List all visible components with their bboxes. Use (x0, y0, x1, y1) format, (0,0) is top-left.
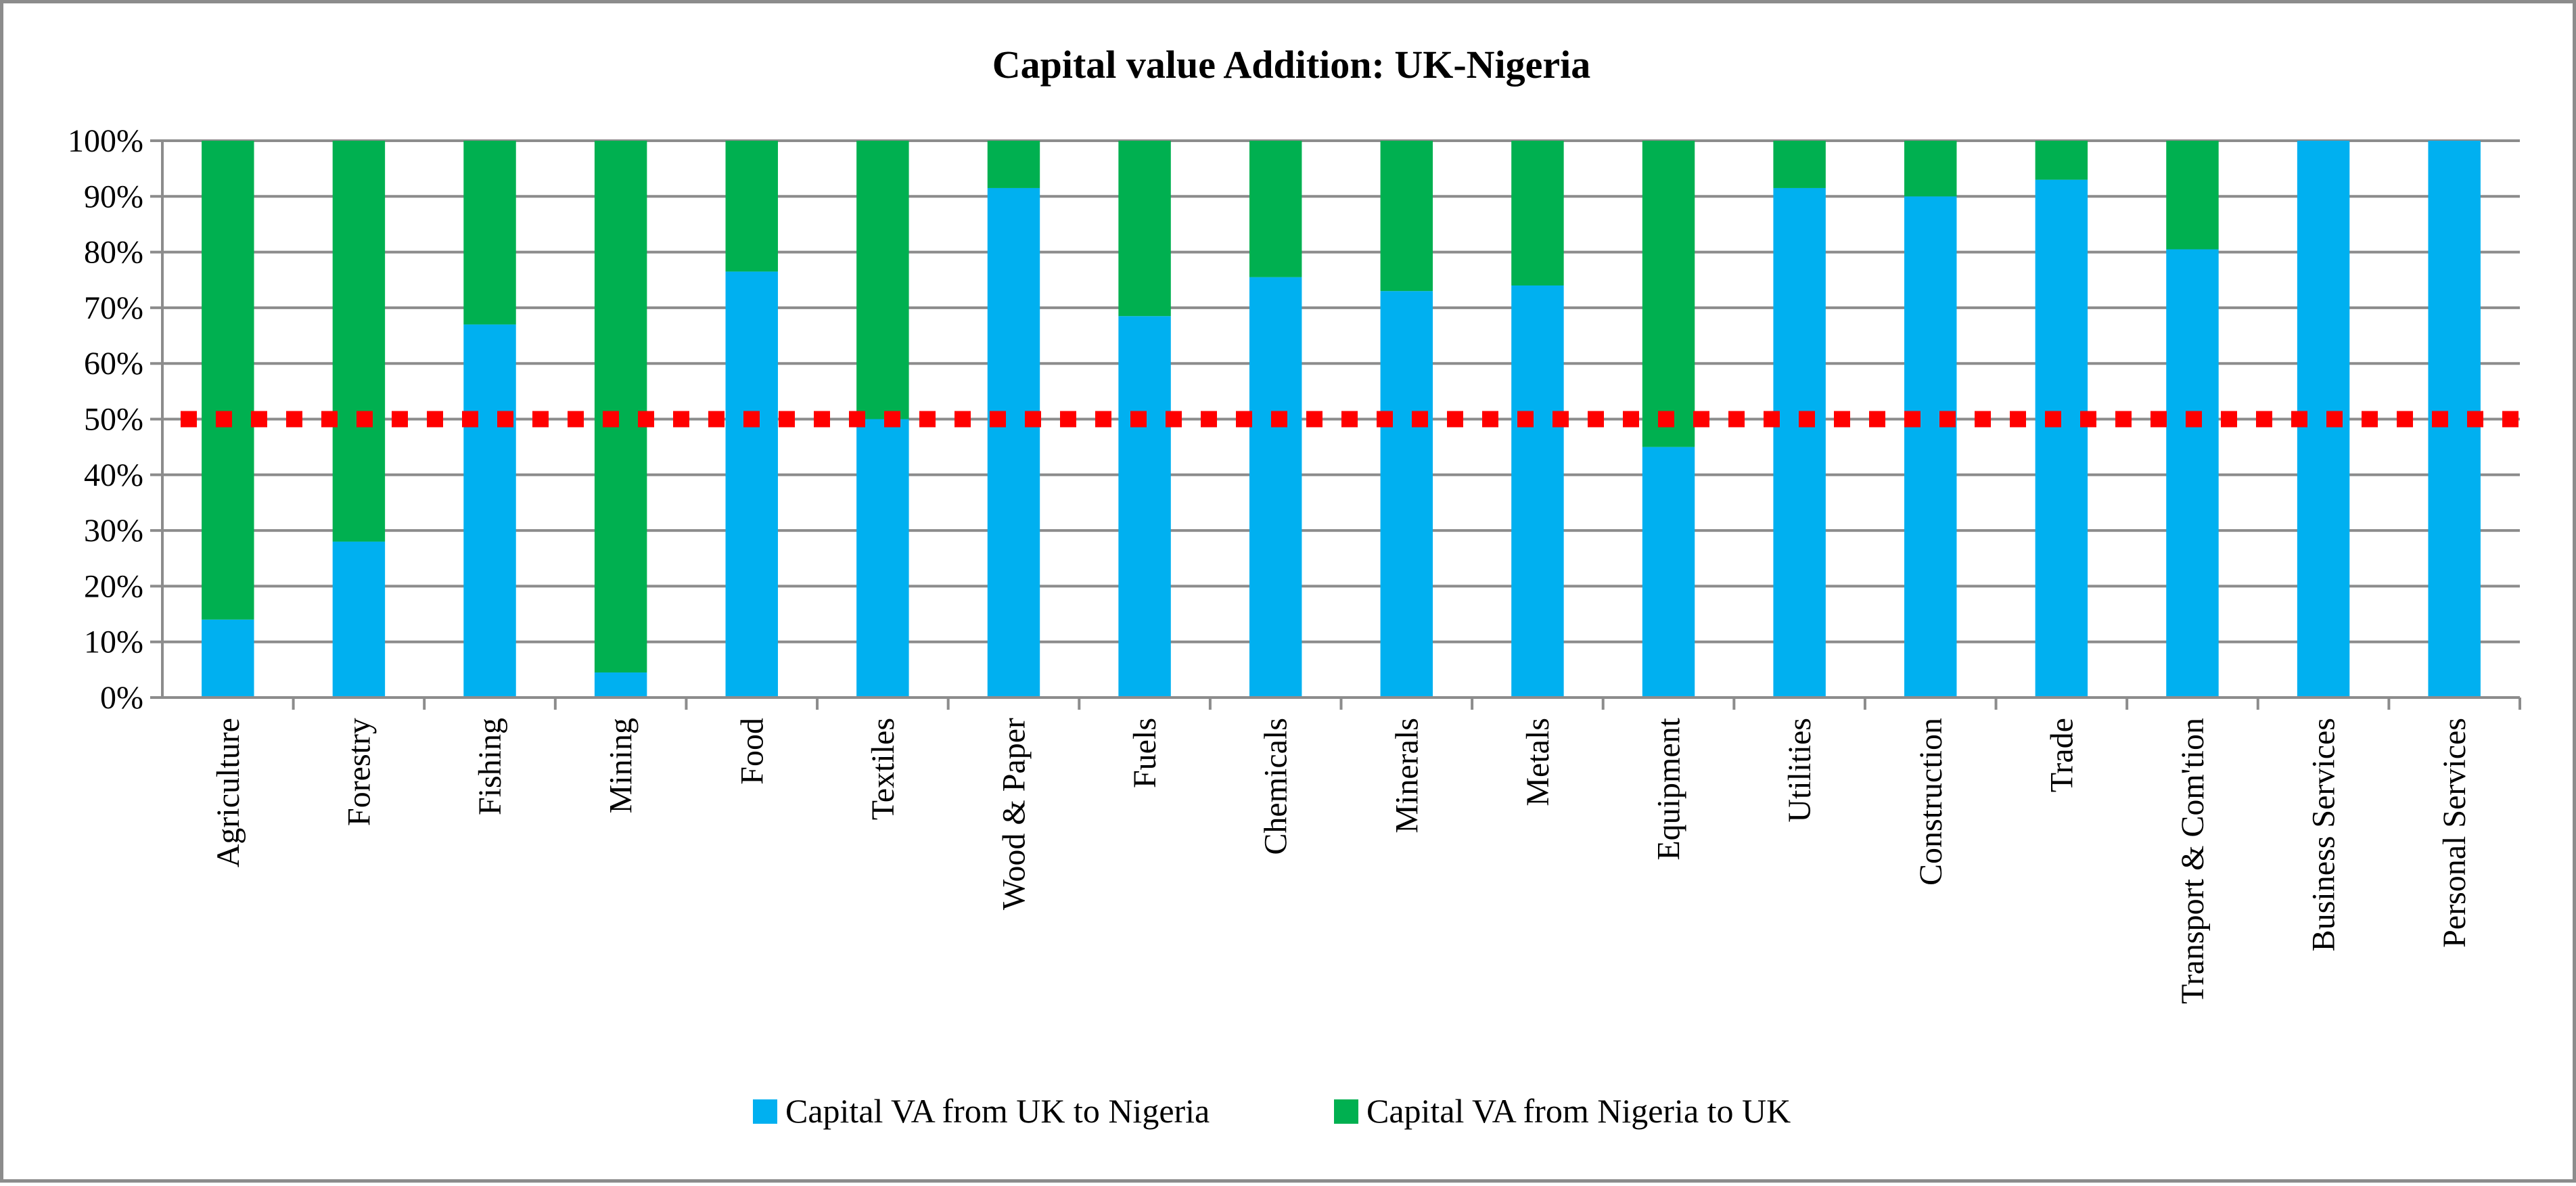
bar-nigeria-to-uk (594, 141, 647, 672)
axes: 0% 10% 20% 30% 40% 50% 60% 70% 80% 90% 100% Agricul… (68, 123, 2521, 1004)
x-tick-label: Wood & Paper (996, 718, 1032, 910)
legend-label: Capital VA from UK to Nigeria (785, 1092, 1210, 1130)
bar-nigeria-to-uk (202, 141, 254, 620)
bar-uk-to-nigeria (332, 541, 386, 698)
bar-uk-to-nigeria (202, 619, 254, 698)
bar-nigeria-to-uk (463, 141, 516, 325)
x-tick-label: Fuels (1127, 718, 1163, 788)
bars (202, 141, 2481, 698)
bar-nigeria-to-uk (1249, 141, 1302, 277)
bar-uk-to-nigeria (1773, 187, 1826, 698)
x-tick-label: Chemicals (1258, 718, 1294, 855)
bar-uk-to-nigeria (1380, 291, 1433, 698)
bar-nigeria-to-uk (1642, 141, 1695, 447)
x-tick-label: Construction (1913, 718, 1949, 886)
bar-nigeria-to-uk (1380, 141, 1433, 292)
bar-nigeria-to-uk (1904, 141, 1957, 197)
y-tick-label: 90% (84, 179, 143, 214)
legend-label: Capital VA from Nigeria to UK (1366, 1092, 1791, 1130)
x-tick-label: Agriculture (210, 718, 246, 867)
y-tick-label: 30% (84, 513, 143, 549)
legend-swatch (1334, 1099, 1358, 1124)
bar-uk-to-nigeria (1642, 447, 1695, 698)
x-tick-label: Minerals (1389, 718, 1425, 834)
bar-uk-to-nigeria (725, 271, 778, 698)
y-tick-label: 50% (84, 402, 143, 438)
x-tick-label: Business Services (2306, 718, 2342, 951)
y-tick-label: 70% (84, 290, 143, 326)
bar-nigeria-to-uk (856, 141, 909, 419)
bar-uk-to-nigeria (1511, 285, 1564, 698)
x-tick-label: Utilities (1782, 718, 1818, 823)
x-tick-label: Food (734, 718, 770, 785)
y-tick-label: 40% (84, 457, 143, 493)
bar-uk-to-nigeria (1118, 316, 1171, 698)
legend-item-uk-to-nigeria: Capital VA from UK to Nigeria (753, 1092, 1210, 1130)
bar-uk-to-nigeria (987, 187, 1040, 698)
y-tick-label: 80% (84, 235, 143, 271)
x-tick-label: Transport & Com'tion (2175, 718, 2211, 1004)
bar-nigeria-to-uk (1118, 141, 1171, 317)
bar-uk-to-nigeria (463, 324, 516, 698)
y-tick-label: 10% (84, 624, 143, 660)
bar-nigeria-to-uk (987, 141, 1040, 188)
chart-title: Capital value Addition: UK-Nigeria (992, 43, 1591, 87)
x-tick-label: Trade (2044, 718, 2079, 792)
bar-nigeria-to-uk (725, 141, 778, 272)
bar-nigeria-to-uk (1773, 141, 1826, 188)
bar-nigeria-to-uk (332, 141, 386, 542)
x-tick-label: Forestry (341, 718, 377, 826)
y-tick-label: 0% (100, 680, 143, 716)
y-tick-label: 100% (68, 123, 143, 159)
legend: Capital VA from UK to Nigeria Capital VA … (753, 1092, 1791, 1130)
x-tick-label: Metals (1520, 718, 1556, 806)
bar-nigeria-to-uk (2035, 141, 2088, 180)
y-tick-label: 20% (84, 568, 143, 604)
bar-uk-to-nigeria (1904, 196, 1957, 698)
legend-swatch (753, 1099, 777, 1124)
bar-nigeria-to-uk (2166, 141, 2219, 250)
bar-uk-to-nigeria (594, 672, 647, 698)
bar-uk-to-nigeria (856, 419, 909, 698)
x-tick-label: Textiles (865, 718, 901, 820)
x-tick-label: Mining (603, 718, 639, 813)
gridlines (162, 139, 2520, 643)
legend-item-nigeria-to-uk: Capital VA from Nigeria to UK (1334, 1092, 1791, 1130)
x-tick-label: Personal Services (2437, 718, 2472, 948)
y-tick-label: 60% (84, 346, 143, 382)
x-tick-label: Fishing (472, 718, 508, 815)
bar-uk-to-nigeria (2166, 249, 2219, 698)
bar-uk-to-nigeria (2035, 179, 2088, 698)
stacked-bar-chart: Capital value Addition: UK-Nigeria 0% 10%… (68, 43, 2521, 1130)
x-tick-label: Equipment (1651, 717, 1687, 860)
bar-nigeria-to-uk (1511, 141, 1564, 286)
bar-uk-to-nigeria (1249, 277, 1302, 698)
